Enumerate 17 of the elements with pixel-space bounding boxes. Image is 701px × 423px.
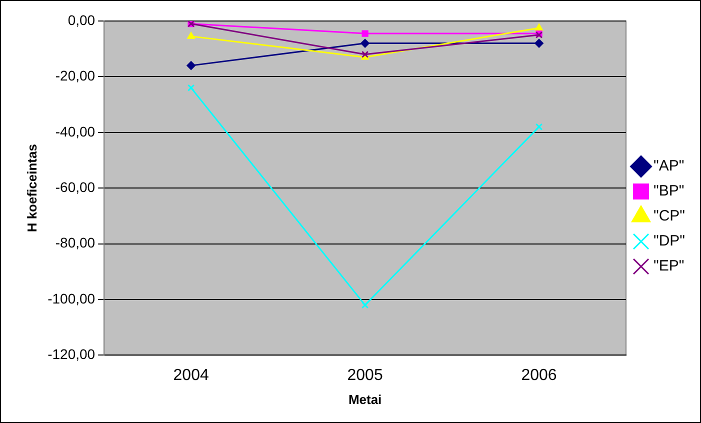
x-tick-label: 2006 [521, 367, 557, 384]
y-axis-title: H koeficeintas [24, 144, 40, 232]
x-tick-label: 2004 [173, 367, 209, 384]
x-axis-title: Metai [348, 392, 382, 407]
legend-label: "EP" [654, 258, 684, 275]
legend-label: "AP" [654, 158, 684, 175]
y-tick-label: -40,00 [55, 123, 96, 140]
legend-label: "BP" [654, 182, 684, 200]
legend-label: "DP" [654, 232, 686, 250]
y-tick-label: -100,00 [48, 290, 96, 306]
y-tick-label: -80,00 [55, 234, 96, 251]
x-tick-label: 2005 [347, 367, 383, 384]
y-tick-label: -120,00 [48, 346, 96, 362]
y-tick-label: 0,00 [68, 12, 96, 28]
y-tick-label: -20,00 [55, 68, 96, 84]
legend-label: "CP" [654, 208, 686, 225]
y-tick-label: -60,00 [55, 178, 96, 195]
